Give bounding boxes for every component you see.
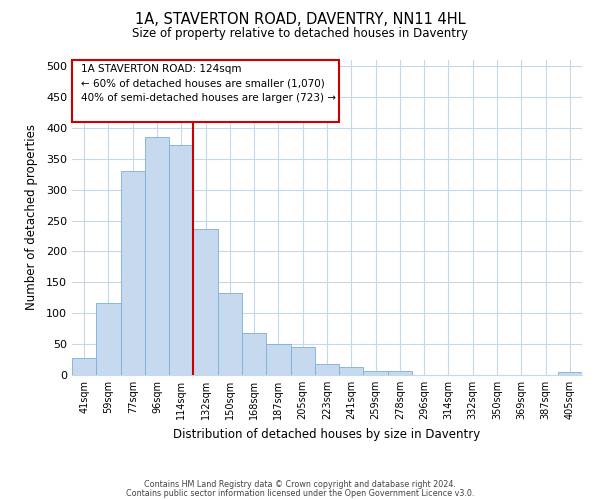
Text: 1A, STAVERTON ROAD, DAVENTRY, NN11 4HL: 1A, STAVERTON ROAD, DAVENTRY, NN11 4HL	[134, 12, 466, 28]
Text: Contains HM Land Registry data © Crown copyright and database right 2024.: Contains HM Land Registry data © Crown c…	[144, 480, 456, 489]
Bar	[388, 370, 412, 375]
Bar	[72, 358, 96, 375]
X-axis label: Distribution of detached houses by size in Daventry: Distribution of detached houses by size …	[173, 428, 481, 440]
Bar	[169, 144, 193, 375]
Bar	[266, 344, 290, 375]
Bar	[242, 333, 266, 375]
Bar	[315, 364, 339, 375]
Text: 1A STAVERTON ROAD: 124sqm
← 60% of detached houses are smaller (1,070)
40% of se: 1A STAVERTON ROAD: 124sqm ← 60% of detac…	[81, 64, 336, 103]
Bar	[121, 171, 145, 375]
Bar	[558, 372, 582, 375]
Text: Size of property relative to detached houses in Daventry: Size of property relative to detached ho…	[132, 28, 468, 40]
Bar	[145, 137, 169, 375]
Y-axis label: Number of detached properties: Number of detached properties	[25, 124, 38, 310]
Text: Contains public sector information licensed under the Open Government Licence v3: Contains public sector information licen…	[126, 488, 474, 498]
Bar	[339, 367, 364, 375]
Bar	[96, 302, 121, 375]
Bar	[364, 370, 388, 375]
Bar	[193, 228, 218, 375]
Bar	[290, 347, 315, 375]
Bar	[218, 293, 242, 375]
